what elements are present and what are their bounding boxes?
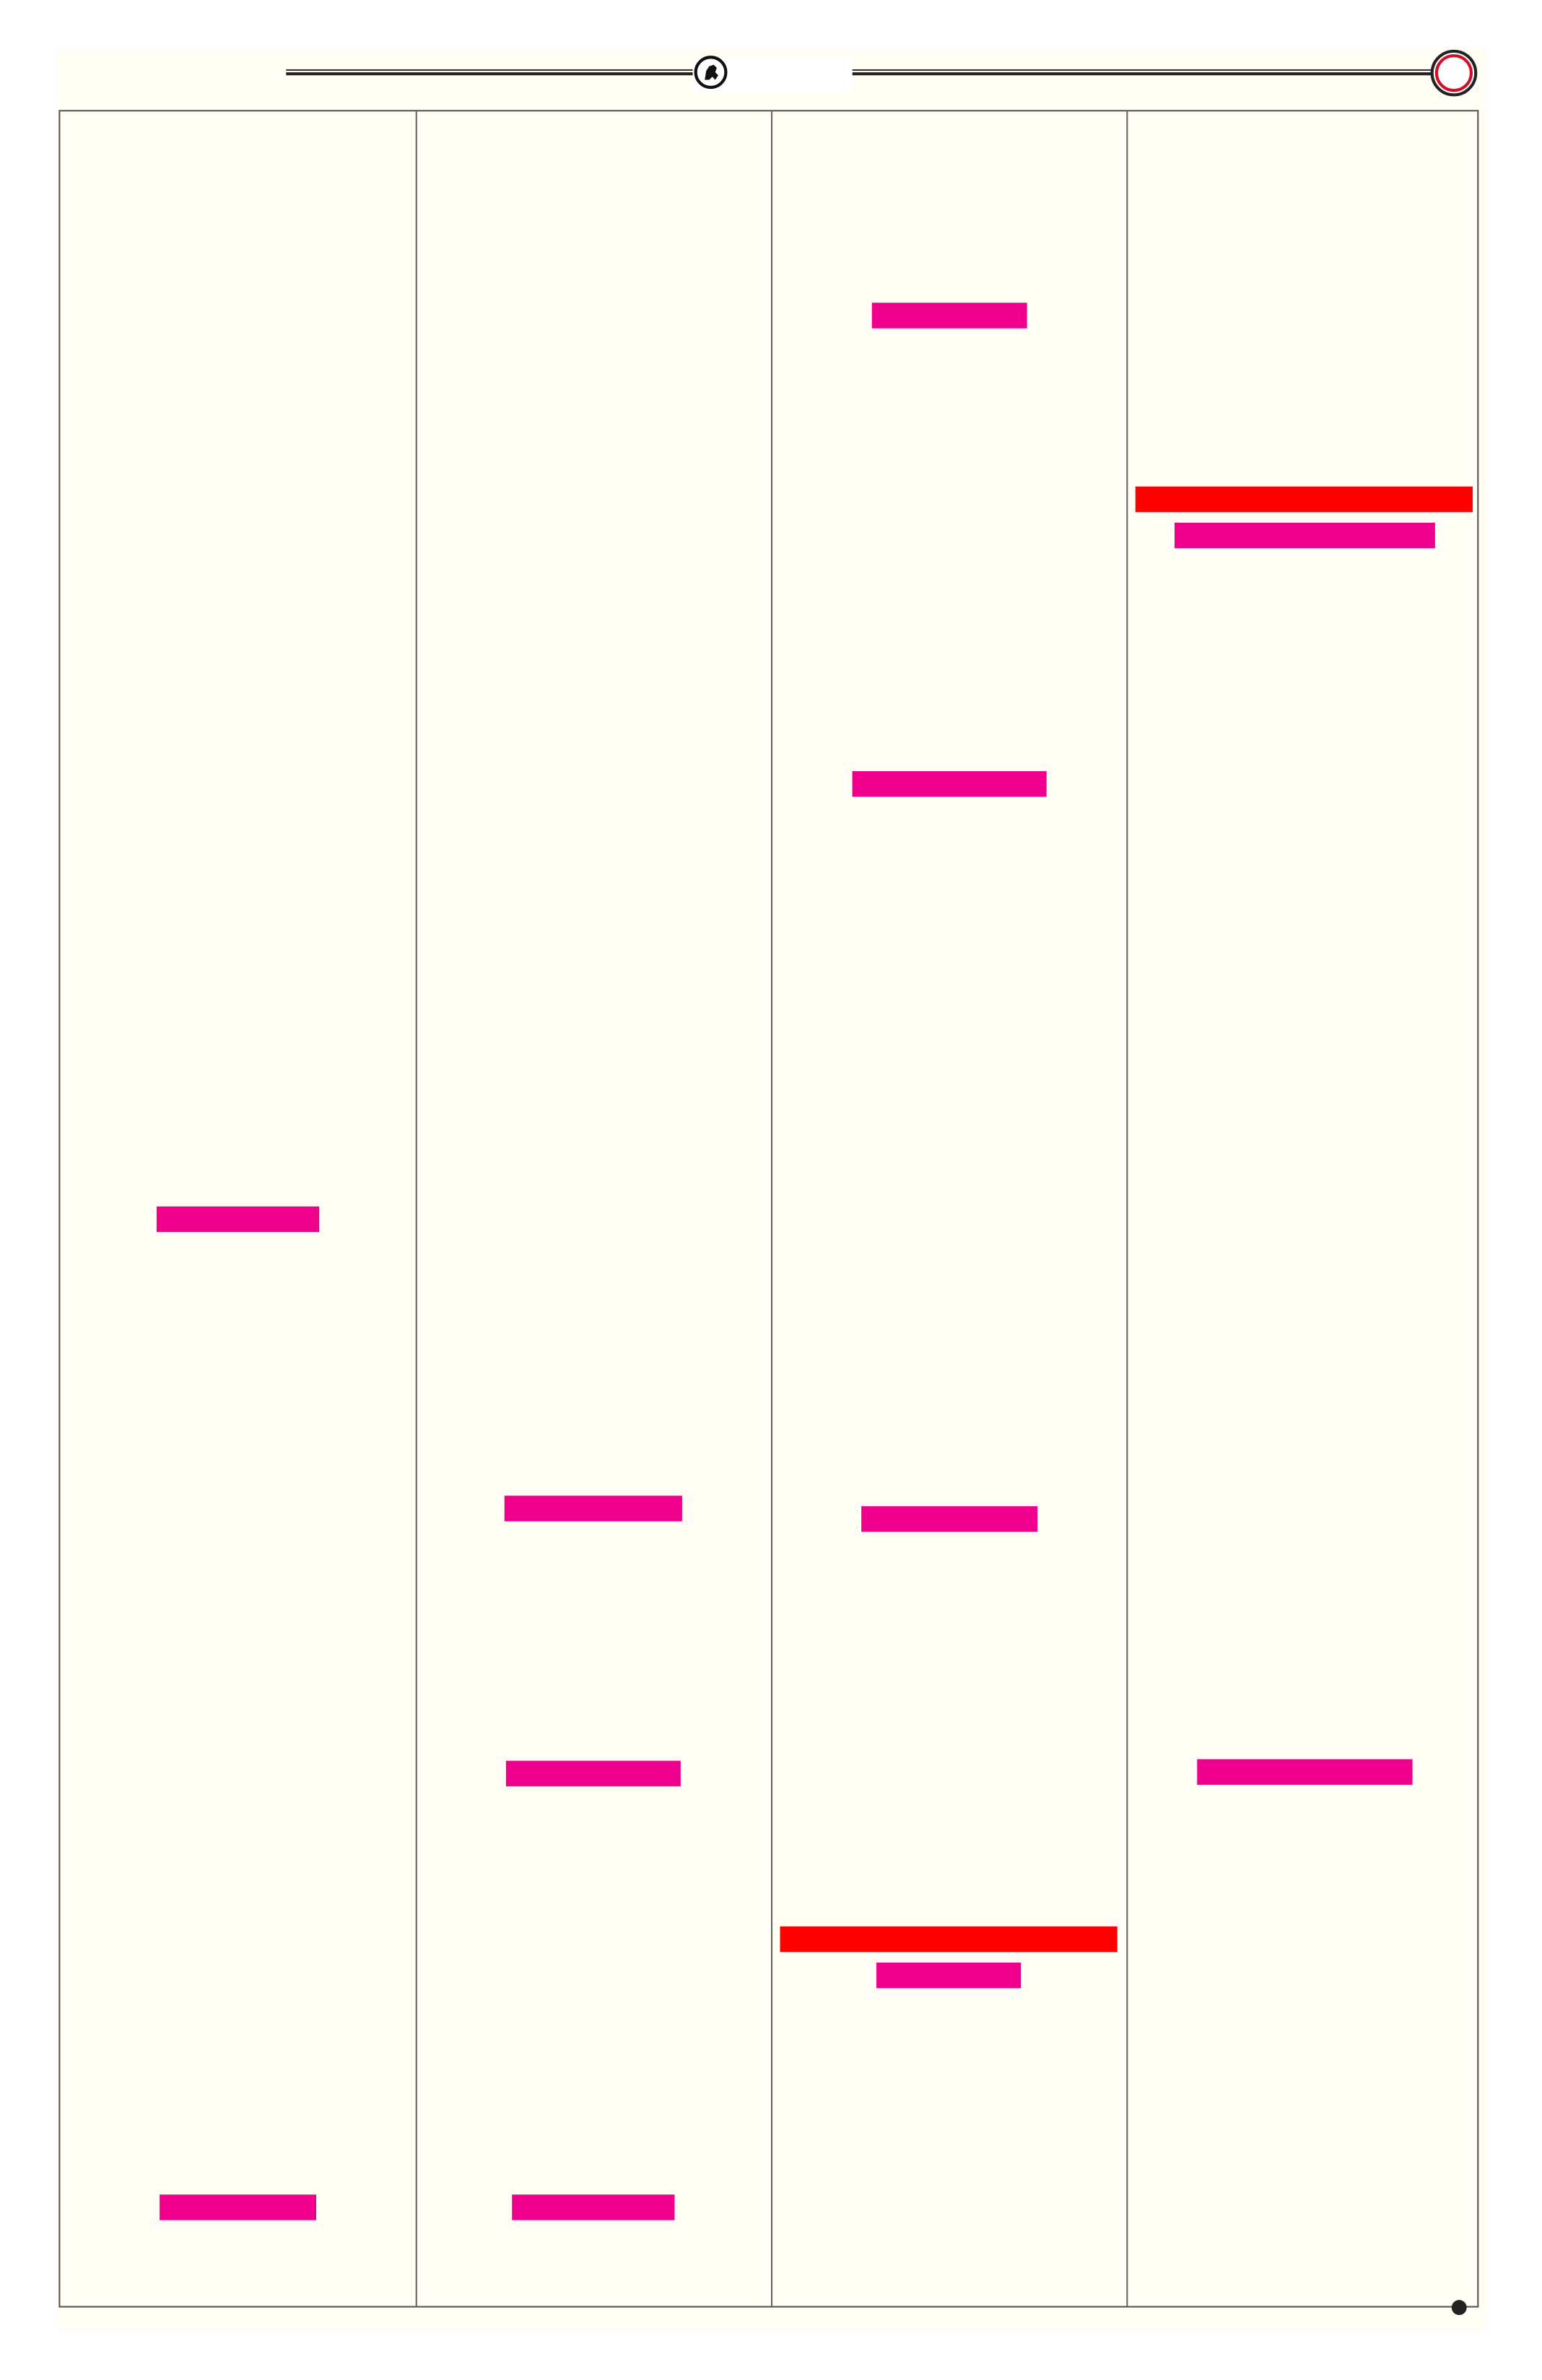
redaction-bar [861, 1506, 1038, 1532]
redaction-bar [504, 1495, 682, 1521]
circle-ring-icon [1430, 49, 1478, 97]
redaction-bar [512, 2194, 675, 2220]
redaction-bar [160, 2194, 317, 2220]
redaction-bar [1135, 486, 1473, 513]
redaction-bar [505, 1760, 681, 1786]
column-divider [770, 110, 773, 2306]
redaction-bar [876, 1962, 1022, 1989]
emblem-icon [694, 56, 728, 90]
redaction-bar [1197, 1759, 1413, 1785]
column-divider [415, 110, 417, 2306]
header-rule-left [286, 69, 696, 76]
redaction-bar [780, 1926, 1118, 1953]
column-divider [1126, 110, 1128, 2306]
header-rule-right [852, 69, 1434, 76]
content-frame [58, 110, 1479, 2308]
redaction-bar [1175, 522, 1435, 549]
redaction-bar [871, 303, 1027, 329]
redaction-bar [852, 770, 1047, 797]
redaction-bar [156, 1206, 320, 1233]
bullet-dot-icon [1451, 2300, 1467, 2316]
